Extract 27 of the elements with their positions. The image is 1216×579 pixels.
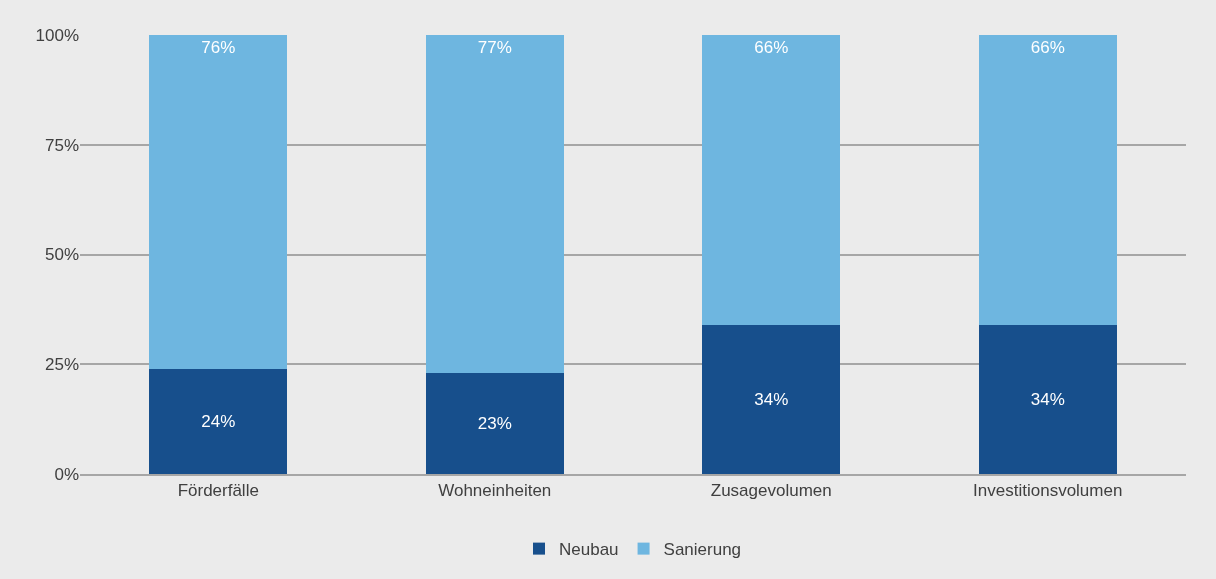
data-label: 34% [1030,389,1065,409]
bar [702,35,841,325]
x-tick-label: Förderfälle [177,481,259,501]
data-label: 66% [1030,38,1065,57]
bar [149,368,288,474]
y-tick-label: 50% [44,245,79,265]
data-label: 24% [201,411,236,431]
bar [425,373,564,474]
bar [149,35,288,369]
x-tick-label: Zusagevolumen [710,481,832,501]
y-tick-label: 0% [54,464,79,484]
y-tick-label: 100% [35,25,79,45]
y-tick-label: 75% [44,135,79,155]
y-tick-label: 25% [44,355,79,375]
bar [978,35,1117,325]
data-label: 77% [477,38,512,57]
data-label: 66% [754,38,789,57]
data-label: 34% [754,389,789,409]
bar [425,35,564,374]
data-label: 23% [477,414,512,434]
data-label: 76% [201,38,236,57]
bar [702,324,841,474]
x-tick-label: Investitionsvolumen [973,481,1123,501]
bar [978,324,1117,474]
legend-label: Sanierung [663,540,742,560]
legend-label: Neubau [559,540,619,560]
x-tick-label: Wohneinheiten [438,481,552,501]
